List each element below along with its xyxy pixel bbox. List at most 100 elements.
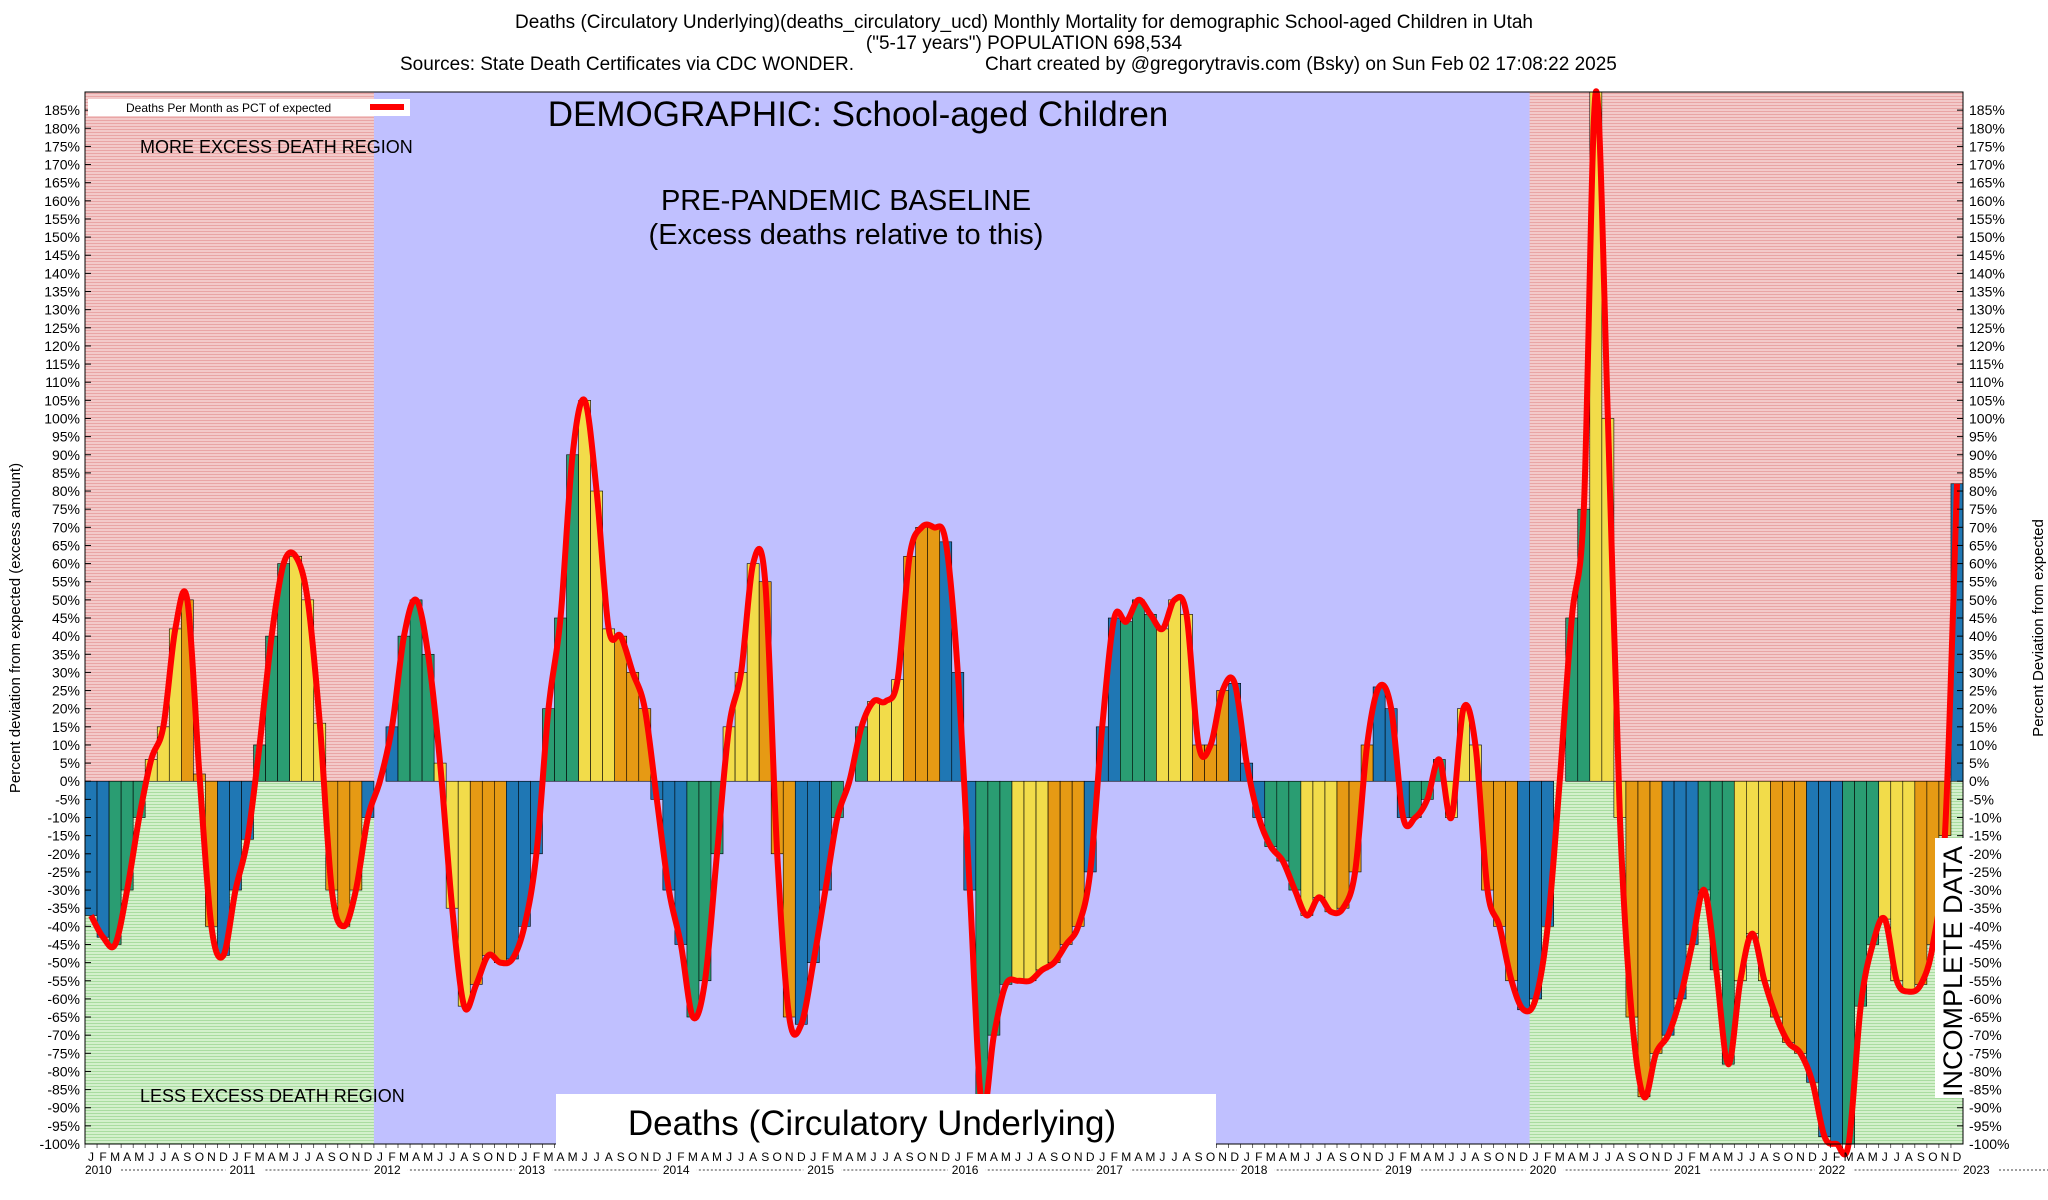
x-month-label: N <box>1796 1150 1805 1164</box>
y-tick-label-left: 60% <box>52 556 80 572</box>
chart-credit-text: Chart created by @gregorytravis.com (Bsk… <box>985 54 1617 75</box>
x-month-label: M <box>712 1150 722 1164</box>
y-tick-label-right: 85% <box>1969 465 1997 481</box>
bar-month <box>1902 780 1916 992</box>
y-tick-label-left: 115% <box>45 356 80 372</box>
y-tick-label-right: -25% <box>1969 864 2002 880</box>
x-month-label: N <box>352 1150 361 1164</box>
y-tick-label-left: -45% <box>47 936 80 952</box>
bar-month <box>289 556 302 782</box>
x-month-label: J <box>1388 1150 1394 1164</box>
x-month-label: S <box>1917 1150 1925 1164</box>
y-tick-label-left: 160% <box>44 193 80 209</box>
x-month-label: F <box>1688 1150 1695 1164</box>
x-month-label: J <box>1593 1150 1599 1164</box>
x-month-label: J <box>1749 1150 1755 1164</box>
incomplete-label-box: INCOMPLETE DATA <box>1935 838 1969 1098</box>
x-year-label-bg <box>83 1163 119 1176</box>
bar-month <box>794 780 808 1025</box>
x-year-label: 2015 <box>807 1163 834 1177</box>
x-year-label: 2023 <box>1963 1163 1990 1177</box>
y-tick-label-right: 180% <box>1969 120 2005 136</box>
y-tick-label-left: 105% <box>44 392 80 408</box>
bar-month <box>1866 780 1880 945</box>
bar-month <box>337 780 351 927</box>
y-tick-label-right: -55% <box>1969 973 2002 989</box>
legend-label: Deaths Per Month as PCT of expected <box>126 101 331 115</box>
x-month-label: M <box>1266 1150 1276 1164</box>
y-tick-label-right: 130% <box>1969 302 2005 318</box>
x-month-label: A <box>845 1150 853 1164</box>
y-tick-label-left: -95% <box>47 1118 80 1134</box>
y-tick-label-left: 90% <box>52 447 80 463</box>
x-month-label: A <box>749 1150 757 1164</box>
x-month-label: O <box>484 1150 493 1164</box>
x-month-label: A <box>268 1150 276 1164</box>
y-tick-label-left: -60% <box>47 991 80 1007</box>
x-month-label: S <box>1772 1150 1780 1164</box>
bar-month <box>578 400 591 782</box>
bar-month <box>1011 780 1025 982</box>
y-tick-label-left: 125% <box>44 320 80 336</box>
x-month-label: J <box>1316 1150 1322 1164</box>
y-tick-label-right: 145% <box>1969 247 2005 263</box>
bar-month <box>1661 780 1675 1036</box>
x-month-label: J <box>1172 1150 1178 1164</box>
y-tick-label-left: 10% <box>52 737 80 753</box>
y-tick-label-right: 170% <box>1969 157 2005 173</box>
x-year-label-bg <box>1672 1163 1709 1176</box>
y-tick-label-right: 95% <box>1969 429 1997 445</box>
bar-month <box>481 780 495 956</box>
x-month-label: M <box>857 1150 867 1164</box>
x-month-label: M <box>134 1150 144 1164</box>
y-tick-label-left: 15% <box>52 719 80 735</box>
x-month-label: A <box>1038 1150 1046 1164</box>
x-month-label: F <box>99 1150 106 1164</box>
x-month-label: A <box>316 1150 324 1164</box>
x-month-label: J <box>449 1150 455 1164</box>
bar-month <box>927 527 941 782</box>
chart-header-line-2: ("5-17 years") POPULATION 698,534 <box>865 33 1183 54</box>
x-year-label-bg <box>227 1163 264 1176</box>
bar-month <box>1493 780 1506 927</box>
y-tick-label-left: 180% <box>44 120 80 136</box>
x-month-label: S <box>617 1150 625 1164</box>
y-tick-label-right: 80% <box>1969 483 1997 499</box>
x-month-label: M <box>1434 1150 1444 1164</box>
x-month-label: A <box>1616 1150 1624 1164</box>
x-month-label: M <box>1723 1150 1733 1164</box>
y-tick-label-right: 75% <box>1969 501 1997 517</box>
x-year-label-bg <box>660 1163 697 1176</box>
y-tick-label-right: 45% <box>1969 610 1997 626</box>
y-tick-label-left: -5% <box>55 791 80 807</box>
y-tick-label-right: -10% <box>1969 810 2002 826</box>
y-tick-label-left: 145% <box>44 247 80 263</box>
bar-month <box>1637 780 1651 1098</box>
x-month-label: D <box>364 1150 373 1164</box>
y-tick-label-left: -25% <box>47 864 80 880</box>
y-tick-label-right: 110% <box>1969 374 2004 390</box>
x-month-label: M <box>1001 1150 1011 1164</box>
x-month-label: M <box>688 1150 698 1164</box>
x-month-label: F <box>388 1150 395 1164</box>
bar-month <box>494 780 507 963</box>
x-month-label: J <box>1304 1150 1310 1164</box>
y-tick-label-right: 125% <box>1969 320 2005 336</box>
x-month-label: N <box>785 1150 794 1164</box>
x-year-label: 2011 <box>229 1163 255 1177</box>
y-tick-label-left: 140% <box>44 265 80 281</box>
x-month-label: J <box>293 1150 299 1164</box>
y-tick-label-right: -35% <box>1969 900 2002 916</box>
x-month-label: J <box>1882 1150 1888 1164</box>
bar-month <box>1276 780 1290 862</box>
bar-month <box>1649 780 1663 1054</box>
caption-box <box>556 1094 1216 1148</box>
x-month-label: J <box>1894 1150 1900 1164</box>
y-tick-label-left: 35% <box>52 646 80 662</box>
x-month-label: J <box>88 1150 94 1164</box>
y-tick-label-left: 70% <box>52 519 80 535</box>
x-month-label: M <box>1699 1150 1709 1164</box>
x-year-label: 2018 <box>1241 1163 1268 1177</box>
x-month-label: O <box>1350 1150 1359 1164</box>
y-tick-label-right: 0% <box>1969 773 1989 789</box>
